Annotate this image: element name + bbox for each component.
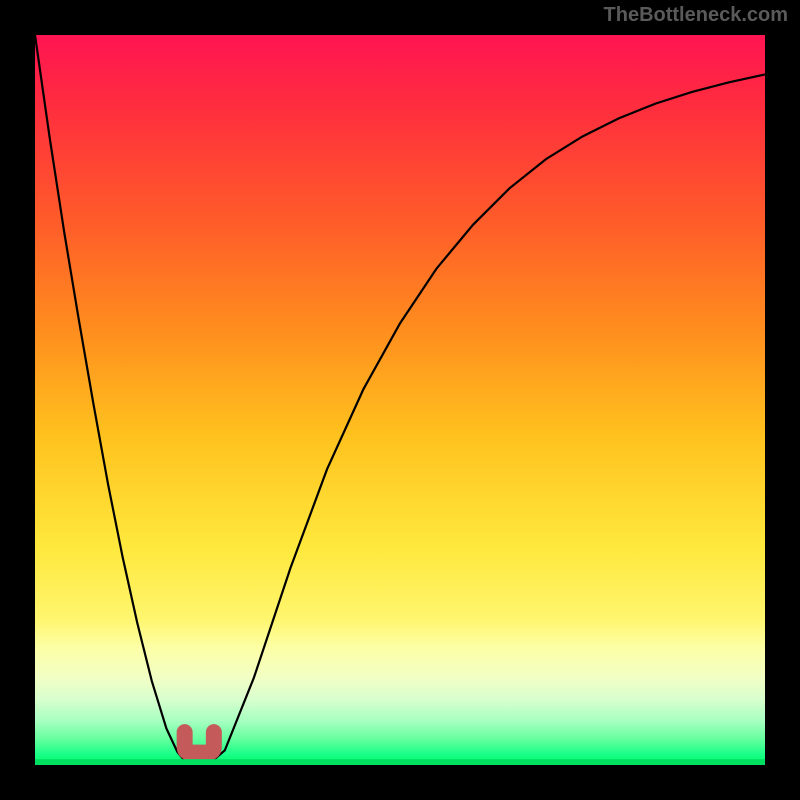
curve-left (35, 35, 188, 763)
null-marker (185, 732, 214, 752)
plot-area (35, 35, 765, 765)
watermark-text: TheBottleneck.com (604, 4, 788, 27)
curve-right (210, 74, 765, 762)
bottom-green-bar (35, 759, 765, 765)
chart-svg (35, 35, 765, 765)
